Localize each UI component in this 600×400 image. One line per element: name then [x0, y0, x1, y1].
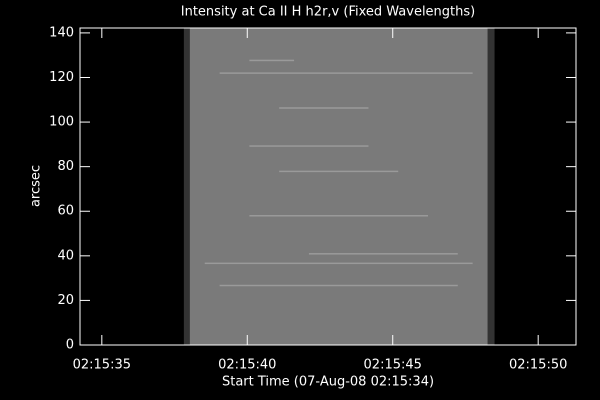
y-tick-label: 80 — [57, 159, 74, 174]
plot-frame — [79, 27, 577, 346]
y-tick-label: 20 — [57, 293, 74, 308]
image-streak — [308, 253, 458, 255]
image-layer — [183, 28, 495, 345]
image-streak — [219, 72, 473, 74]
image-streak — [249, 145, 369, 147]
image-streak — [279, 170, 399, 173]
y-axis-label: arcsec — [29, 165, 44, 207]
x-tick-label: 02:15:50 — [509, 358, 567, 373]
y-tick-label: 60 — [57, 204, 74, 219]
x-tick-label: 02:15:45 — [364, 358, 422, 373]
x-tick-label: 02:15:40 — [218, 358, 276, 373]
image-streak — [219, 284, 458, 287]
y-tick-label: 40 — [57, 248, 74, 263]
image-streak — [249, 215, 429, 217]
chart-title: Intensity at Ca II H h2r,v (Fixed Wavele… — [181, 5, 475, 20]
image-body — [189, 28, 488, 345]
y-tick-label: 140 — [49, 25, 74, 40]
x-axis-label: Start Time (07-Aug-08 02:15:34) — [222, 375, 434, 390]
image-streak — [204, 262, 473, 265]
y-tick-label: 100 — [49, 115, 74, 130]
image-streak — [249, 59, 295, 62]
image-streak — [279, 107, 369, 109]
y-tick-label: 120 — [49, 70, 74, 85]
y-tick-label: 0 — [66, 338, 74, 353]
x-tick-label: 02:15:35 — [73, 358, 131, 373]
